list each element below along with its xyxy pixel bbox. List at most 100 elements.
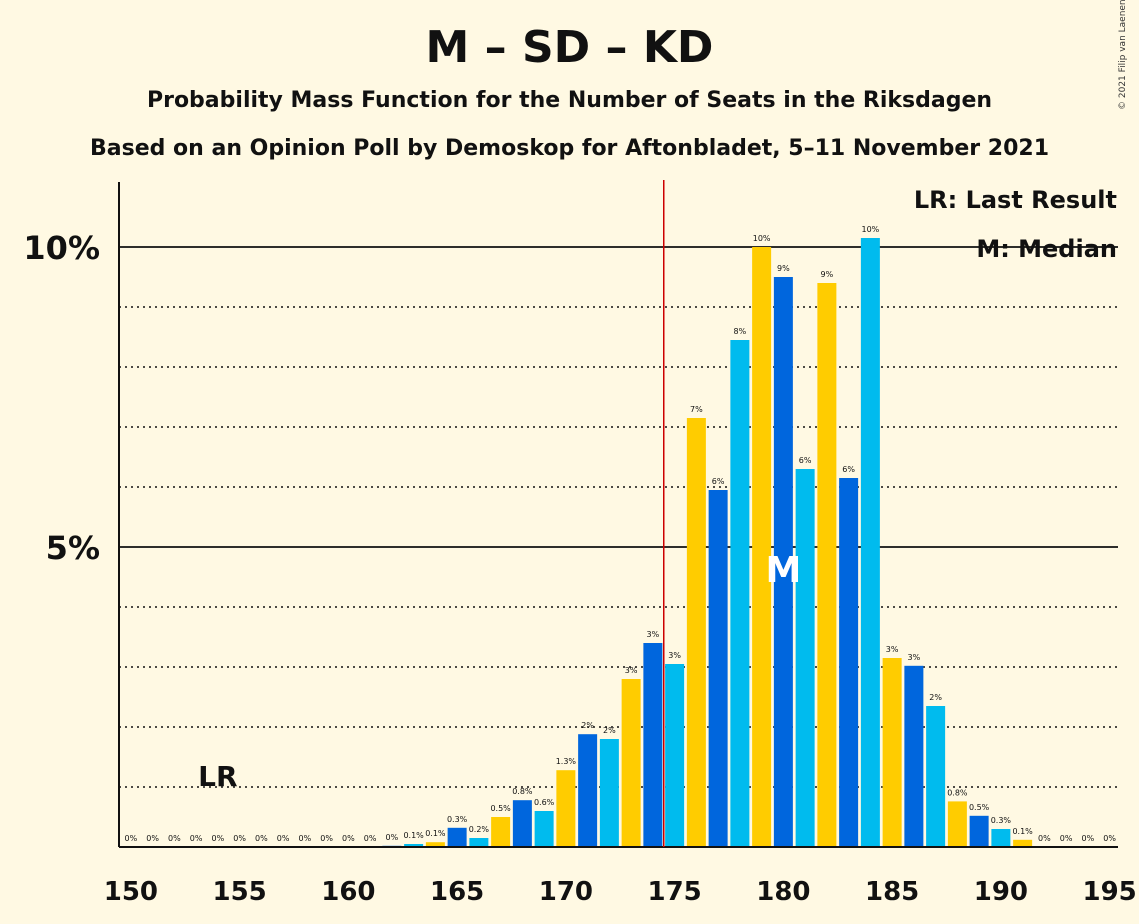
bar-186	[904, 665, 924, 847]
value-label-162: 0%	[386, 833, 399, 842]
value-label-179: 10%	[753, 234, 771, 243]
bar-176	[686, 418, 706, 847]
bar-164	[425, 842, 445, 847]
value-labels: 0% 0% 0% 0% 0% 0% 0% 0% 0% 0% 0% 0% 0% 0.1% 0.1%0.3%0.…	[125, 225, 1117, 843]
median-marker: M	[765, 550, 801, 591]
axes: 5% 10% 150 155 160 165 170 175 180 185 190 195	[23, 182, 1137, 907]
last-result-marker: LR	[198, 760, 237, 793]
value-label-163: 0.1%	[403, 831, 424, 840]
bar-183	[839, 478, 859, 847]
value-label-177: 6%	[712, 477, 725, 486]
bar-171	[578, 734, 598, 847]
value-label-185: 3%	[886, 645, 899, 654]
value-label-178: 8%	[734, 327, 747, 336]
bar-184	[860, 238, 880, 847]
bar-172	[599, 739, 619, 847]
value-label-189: 0.5%	[969, 803, 990, 812]
x-tick-label: 165	[430, 877, 484, 907]
value-label-160: 0%	[342, 834, 355, 843]
legend-last-result: LR: Last Result	[914, 186, 1117, 214]
x-tick-label: 195	[1082, 877, 1136, 907]
bar-177	[708, 490, 728, 847]
value-label-172: 2%	[603, 726, 616, 735]
bar-173	[621, 679, 641, 847]
bar-178	[730, 340, 750, 847]
value-label-190: 0.3%	[991, 816, 1012, 825]
value-label-181: 6%	[799, 456, 812, 465]
x-tick-label: 170	[539, 877, 593, 907]
bar-181	[795, 469, 815, 847]
bar-179	[752, 247, 772, 847]
x-tick-label: 185	[865, 877, 919, 907]
bar-180	[773, 277, 793, 847]
value-label-180: 9%	[777, 264, 790, 273]
value-label-187: 2%	[929, 693, 942, 702]
bar-174	[643, 643, 663, 847]
x-tick-label: 160	[321, 877, 375, 907]
x-tick-label: 175	[647, 877, 701, 907]
value-label-151: 0%	[146, 834, 159, 843]
x-tick-label: 180	[756, 877, 810, 907]
value-label-168: 0.8%	[512, 787, 533, 796]
value-label-166: 0.2%	[469, 825, 490, 834]
bar-166	[469, 838, 489, 847]
value-label-188: 0.8%	[947, 788, 968, 797]
value-label-154: 0%	[212, 834, 225, 843]
value-label-155: 0%	[233, 834, 246, 843]
bar-185	[882, 658, 902, 847]
value-label-165: 0.3%	[447, 815, 468, 824]
value-label-191: 0.1%	[1012, 827, 1033, 836]
chart-subtitle: Probability Mass Function for the Number…	[146, 88, 993, 113]
legend-median: M: Median	[976, 235, 1117, 263]
x-tick-label: 155	[212, 877, 266, 907]
bar-167	[491, 817, 511, 847]
value-label-167: 0.5%	[490, 804, 511, 813]
bar-163	[404, 844, 424, 847]
value-label-175: 3%	[668, 651, 681, 660]
bar-187	[926, 706, 946, 847]
value-label-159: 0%	[320, 834, 333, 843]
value-label-157: 0%	[277, 834, 290, 843]
bar-165	[447, 827, 467, 847]
value-label-156: 0%	[255, 834, 268, 843]
value-label-171: 2%	[581, 721, 594, 730]
bar-169	[534, 811, 554, 847]
value-label-153: 0%	[190, 834, 203, 843]
x-tick-label: 150	[104, 877, 158, 907]
value-label-183: 6%	[842, 465, 855, 474]
chart-title: M – SD – KD	[425, 22, 714, 73]
value-label-176: 7%	[690, 405, 703, 414]
bar-190	[991, 829, 1011, 847]
value-label-150: 0%	[125, 834, 138, 843]
value-label-152: 0%	[168, 834, 181, 843]
chart-source-line: Based on an Opinion Poll by Demoskop for…	[90, 136, 1049, 161]
bar-182	[817, 283, 837, 847]
bar-189	[969, 815, 989, 847]
bar-170	[556, 770, 576, 847]
value-label-186: 3%	[908, 653, 921, 662]
value-label-193: 0%	[1060, 834, 1073, 843]
value-label-194: 0%	[1082, 834, 1095, 843]
value-label-174: 3%	[647, 630, 660, 639]
value-label-184: 10%	[861, 225, 879, 234]
value-label-192: 0%	[1038, 834, 1051, 843]
y-tick-label: 10%	[23, 229, 100, 267]
value-label-182: 9%	[821, 270, 834, 279]
value-label-161: 0%	[364, 834, 377, 843]
bar-191	[1013, 839, 1033, 847]
gridlines	[119, 246, 1118, 788]
y-tick-label: 5%	[46, 529, 100, 567]
value-label-158: 0%	[299, 834, 312, 843]
x-tick-label: 190	[974, 877, 1028, 907]
value-label-173: 3%	[625, 666, 638, 675]
value-label-170: 1.3%	[556, 757, 577, 766]
value-label-195: 0%	[1103, 834, 1116, 843]
bar-188	[947, 801, 967, 847]
value-label-169: 0.6%	[534, 798, 555, 807]
value-label-164: 0.1%	[425, 829, 446, 838]
chart-annotations: LR M LR: Last Result M: Median	[198, 180, 1117, 847]
bar-168	[512, 800, 532, 847]
bars	[382, 238, 1033, 847]
bar-175	[665, 664, 685, 847]
